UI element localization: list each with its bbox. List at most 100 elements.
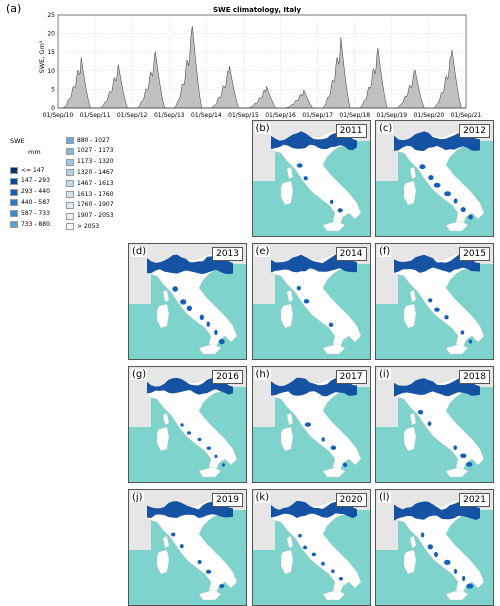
snow-map-2021: (l) 2021 (375, 489, 494, 606)
legend-label: 880 - 1027 (77, 136, 110, 144)
apennine-snow-patch (304, 422, 311, 427)
snow-map-2016: (g) 2016 (128, 366, 247, 483)
legend-label: 733 - 880 (21, 220, 50, 228)
map-canvas (252, 490, 370, 601)
chart-title: SWE climatology, Italy (213, 6, 302, 14)
snow-map-2012: (c) 2012 (375, 120, 494, 237)
swe-timeseries-chart: SWE climatology, Italy 0 5 10 15 20 25 01/Sep/… (38, 6, 482, 119)
legend-label: 587 - 733 (21, 209, 50, 217)
sicily-landmass (198, 589, 222, 601)
sardinia-landmass (280, 549, 293, 575)
legend-swatch (10, 210, 18, 218)
apennine-snow-patch (337, 208, 343, 213)
legend-swatch (66, 191, 74, 198)
alps-snow-cover (270, 377, 357, 397)
map-panel-label: (j) (131, 492, 144, 503)
map-canvas (376, 244, 493, 355)
map-panel-label: (e) (254, 246, 271, 257)
sardinia-landmass (280, 303, 293, 329)
legend-item: 1613 - 1760 (66, 190, 114, 199)
apennine-snow-patch (330, 445, 336, 450)
x-tick-label: 01/Sep/16 (265, 112, 296, 119)
map-year-label: 2016 (212, 370, 243, 384)
apennine-snow-patch (433, 182, 441, 188)
legend-label: 1467 - 1613 (77, 179, 114, 187)
map-year-label: 2020 (335, 493, 367, 507)
apennine-snow-patch (462, 575, 466, 582)
x-tick-label: 01/Sep/12 (117, 112, 148, 119)
legend-label: 1907 - 2053 (77, 212, 114, 220)
y-tick-label: 15 (47, 49, 55, 56)
y-axis-label: SWE, Gm³ (38, 40, 46, 73)
apennine-snow-patch (205, 569, 212, 574)
apennine-snow-patch (453, 445, 457, 451)
apennine-snow-patch (206, 446, 211, 450)
outside-area (252, 367, 275, 427)
apennine-snow-patch (434, 551, 439, 558)
apennine-snow-patch (420, 532, 425, 538)
x-tick-label: 01/Sep/21 (451, 112, 482, 119)
apennine-snow-patch (180, 299, 187, 305)
swe-area-series (58, 26, 466, 109)
map-year-label: 2014 (335, 247, 367, 261)
corsica-landmass (286, 535, 293, 549)
corsica-landmass (286, 289, 293, 303)
snow-map-2015: (f) 2015 (375, 243, 494, 360)
map-panel-label: (d) (131, 246, 148, 257)
apennine-snow-patch (171, 532, 176, 537)
apennine-snow-patch (444, 559, 451, 565)
legend-item: 880 - 1027 (66, 136, 110, 145)
axes-layer: 0 5 10 15 20 25 01/Sep/10 01/Sep/11 01/Sep/12 01/… (43, 12, 482, 119)
map-year-label: 2013 (212, 247, 243, 261)
legend-label: 1760 - 1907 (77, 201, 114, 209)
map-panel-label: (i) (378, 369, 391, 380)
legend-item: 293 - 440 (10, 188, 50, 197)
legend-swatch (10, 177, 18, 185)
sicily-landmass (322, 343, 345, 355)
alps-snow-cover (394, 378, 480, 397)
outside-area (252, 244, 275, 304)
y-tick-label: 5 (51, 86, 55, 93)
apennine-snow-patch (427, 421, 432, 427)
snow-map-2018: (i) 2018 (375, 366, 494, 483)
snow-map-2020: (k) 2020 (251, 489, 371, 606)
legend-item: 147 - 293 (10, 177, 50, 186)
sardinia-landmass (280, 426, 293, 452)
legend-swatch (66, 201, 74, 209)
sicily-landmass (198, 466, 222, 478)
sicily-landmass (322, 589, 345, 601)
legend-label: 293 - 440 (21, 188, 50, 196)
x-tick-label: 01/Sep/17 (302, 112, 333, 119)
sardinia-landmass (156, 303, 170, 329)
apennine-snow-patch (221, 463, 226, 467)
outside-area (252, 121, 275, 181)
map-year-label: 2015 (459, 247, 490, 261)
map-year-label: 2018 (459, 370, 490, 384)
map-canvas (376, 490, 493, 601)
apennine-snow-patch (453, 568, 458, 574)
apennine-snow-patch (206, 321, 210, 327)
apennine-snow-patch (328, 322, 333, 328)
map-canvas (129, 244, 246, 355)
outside-area (376, 244, 398, 304)
y-tick-label: 25 (47, 12, 55, 19)
apennine-snow-patch (180, 423, 184, 427)
map-canvas (129, 367, 246, 478)
sardinia-landmass (280, 180, 293, 206)
legend-label: <= 147 (21, 166, 45, 174)
legend-unit: mm (28, 148, 41, 156)
apennine-snow-patch (219, 584, 225, 589)
plot-background (58, 15, 466, 108)
snow-map-grid: (b) 2011 (c) 2012 (d) 2013 (e) 2014 (f) 2015 (g) 20… (128, 120, 496, 606)
apennine-snow-patch (297, 533, 302, 538)
sicily-landmass (322, 466, 345, 478)
apennine-snow-patch (417, 409, 424, 415)
legend-item: 1320 - 1467 (66, 168, 114, 177)
x-tick-label: 01/Sep/15 (228, 112, 259, 119)
apennine-snow-patch (444, 315, 449, 320)
apennine-snow-patch (468, 214, 473, 220)
apennine-snow-patch (303, 176, 308, 181)
snow-map-2019: (j) 2019 (128, 489, 247, 606)
legend-swatch (66, 180, 74, 188)
legend-label: 1173 - 1320 (77, 158, 114, 166)
